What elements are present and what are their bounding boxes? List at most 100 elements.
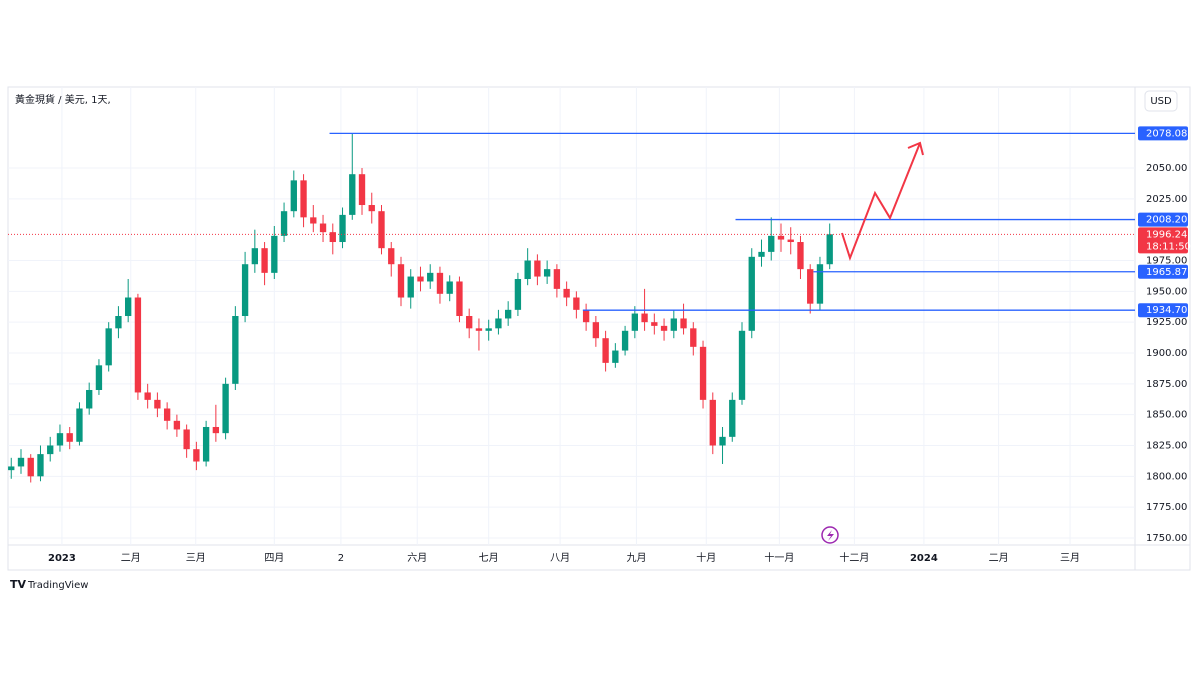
x-tick-label: 十一月 [764, 551, 794, 564]
forecast-arrow [841, 141, 924, 262]
event-bolt [827, 530, 834, 541]
x-tick-label: 四月 [264, 552, 284, 564]
candle-body [251, 248, 259, 265]
candle-body [417, 276, 424, 282]
level-tag [1138, 303, 1188, 318]
candle-body [524, 260, 531, 280]
candle-body [212, 426, 220, 434]
candle-body [388, 248, 395, 265]
candle-body [475, 328, 483, 331]
candle-body [680, 318, 687, 329]
candle-body [232, 316, 239, 384]
candle-body [154, 399, 161, 409]
candle-body [592, 322, 600, 339]
candle-body [349, 174, 356, 215]
candle-body [543, 269, 551, 277]
candle-body [816, 264, 824, 304]
candle-body [621, 330, 629, 351]
y-tick-label: 1800.00 [1146, 471, 1187, 482]
x-tick-label: 六月 [407, 552, 427, 564]
level-label: 1965.87 [1146, 267, 1187, 278]
candle-body [407, 276, 414, 298]
y-tick-label: 2050.00 [1146, 163, 1187, 174]
candle-body [27, 457, 34, 477]
candle-body [125, 297, 132, 317]
candle-body [280, 211, 288, 236]
candle-body [95, 365, 103, 390]
x-tick-label: 十月 [696, 551, 716, 564]
candle-body [719, 436, 726, 446]
candle-body [339, 214, 346, 243]
candle-body [582, 309, 590, 323]
candle-body [397, 264, 405, 298]
last-price-tag [1138, 227, 1188, 254]
currency-label: USD [1150, 96, 1172, 107]
candle-body [56, 433, 64, 446]
candle-body [466, 316, 473, 329]
candle-body [300, 180, 307, 218]
candle-body [446, 281, 453, 294]
candle-body [134, 297, 142, 393]
candle-body [290, 180, 297, 212]
candle-body [271, 235, 278, 273]
candle-body [66, 433, 73, 442]
candle-body [505, 309, 512, 319]
candle-body [144, 392, 151, 400]
y-tick-label: 1850.00 [1146, 410, 1187, 421]
level-tag [1138, 264, 1188, 279]
candle-body [514, 279, 522, 310]
y-tick-label: 1925.00 [1146, 317, 1187, 328]
candle-body [826, 234, 833, 265]
y-tick-label: 1750.00 [1146, 533, 1187, 544]
x-tick-label: 2024 [910, 553, 938, 564]
chart-title: 黃金現貨 / 美元, 1天, [15, 93, 111, 106]
grid [8, 87, 1135, 545]
level-tag [1138, 126, 1188, 141]
level-tag [1138, 212, 1188, 227]
candle-body [670, 318, 677, 331]
candle-body [699, 346, 707, 400]
candle-body [807, 269, 814, 304]
brand-name: TradingView [27, 580, 88, 591]
candle-body [222, 383, 229, 434]
candle-body [76, 408, 83, 442]
candle-body [729, 399, 736, 437]
candle-body [115, 316, 122, 329]
y-tick-label: 1950.00 [1146, 286, 1187, 297]
event-icon[interactable] [821, 526, 839, 544]
y-tick-label: 1825.00 [1146, 440, 1187, 451]
candle-body [631, 313, 638, 331]
level-label: 2078.08 [1146, 128, 1187, 139]
candle-body [86, 389, 93, 409]
x-tick-label: 九月 [626, 552, 646, 564]
candle-body [641, 313, 648, 323]
candle-body [534, 260, 541, 277]
x-tick-label: 二月 [121, 552, 141, 564]
candle-body [436, 272, 444, 294]
candle-body [777, 235, 785, 240]
candle-body [173, 420, 181, 430]
candle-body [427, 272, 434, 282]
candle-body [758, 251, 765, 257]
currency-button[interactable] [1144, 90, 1178, 112]
candle-body [768, 235, 775, 252]
candle-body [202, 426, 210, 462]
x-tick-label: 2 [338, 553, 344, 564]
candle-body [319, 223, 327, 233]
candle-body [17, 457, 25, 467]
brand-logo: 𝗧𝗩 [10, 578, 27, 591]
x-tick-label: 八月 [550, 552, 570, 564]
x-tick-label: 十二月 [839, 551, 869, 564]
level-label: 1934.70 [1146, 305, 1187, 316]
y-tick-label: 1875.00 [1146, 379, 1187, 390]
candle-body [738, 330, 746, 400]
y-tick-label: 1975.00 [1146, 256, 1187, 267]
candle-body [660, 325, 668, 331]
candle-body [193, 449, 200, 462]
y-tick-label: 1900.00 [1146, 348, 1187, 359]
candle-body [612, 350, 619, 363]
candle-body [573, 297, 580, 310]
candle-body [553, 269, 561, 289]
